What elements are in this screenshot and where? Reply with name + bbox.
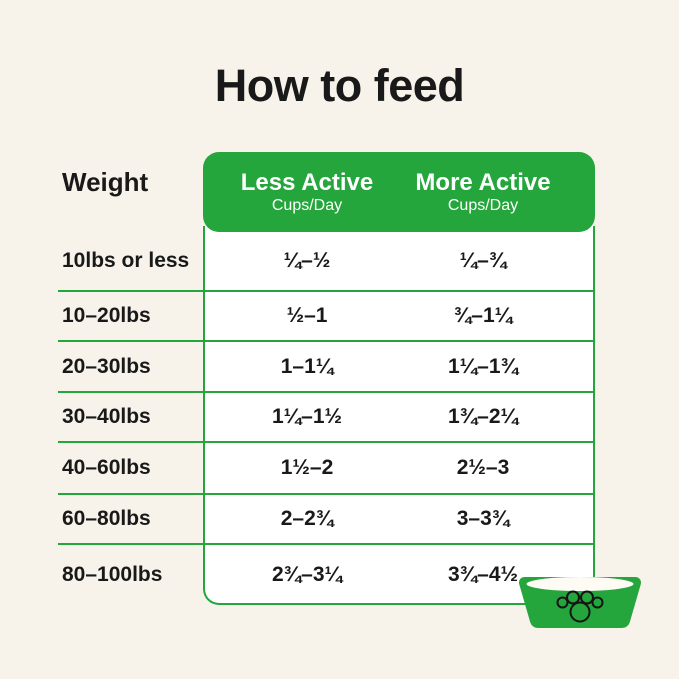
value-cells: 2¾–3¼ 3¾–4½ [203, 563, 595, 587]
weight-cell: 10–20lbs [62, 304, 151, 327]
value-cells: 1–1¼ 1¼–1¾ [203, 355, 595, 379]
more-active-value: ¾–1¼ [453, 304, 513, 327]
table-row: 40–60lbs 1½–2 2½–3 [58, 443, 595, 495]
column-sublabel: Cups/Day [447, 197, 519, 214]
more-active-value: 1¼–1¾ [447, 354, 519, 378]
value-cells: ½–1 ¾–1¼ [203, 304, 595, 328]
dog-bowl-icon [519, 577, 641, 628]
value-cells: 1¼–1½ 1¾–2¼ [203, 405, 595, 429]
less-active-value: ¼–½ [283, 249, 331, 272]
weight-cell: 10lbs or less [62, 249, 190, 272]
table-row: 10–20lbs ½–1 ¾–1¼ [58, 292, 595, 342]
less-active-value: 2–2¾ [280, 507, 334, 530]
weight-column-header: Weight [62, 167, 149, 197]
table-row: 60–80lbs 2–2¾ 3–3¾ [58, 495, 595, 545]
more-active-value: 3–3¾ [456, 507, 510, 530]
value-cells: ¼–½ ¼–¾ [203, 249, 595, 273]
weight-cell: 60–80lbs [62, 507, 151, 530]
page-title: How to feed [214, 60, 465, 111]
more-active-value: 1¾–2¼ [447, 405, 519, 428]
table-header: Less Active Cups/Day More Active Cups/Da… [203, 152, 595, 232]
more-active-value: ¼–¾ [459, 249, 507, 272]
less-active-value: 1½–2 [280, 456, 334, 479]
less-active-value: 2¾–3¼ [271, 563, 343, 586]
table-body-background [203, 226, 595, 605]
less-active-value: 1¼–1½ [271, 405, 343, 428]
table-row: 20–30lbs 1–1¼ 1¼–1¾ [58, 342, 595, 393]
column-header-more-active: More Active Cups/Day [395, 170, 571, 216]
column-label: More Active [415, 169, 551, 196]
value-cells: 2–2¾ 3–3¾ [203, 507, 595, 531]
paw-print-icon [556, 590, 604, 623]
feeding-table: 10lbs or less ¼–½ ¼–¾ 10–20lbs ½–1 ¾–1¼ … [58, 232, 595, 605]
more-active-value: 2½–3 [456, 456, 510, 479]
weight-cell: 80–100lbs [62, 563, 163, 586]
column-sublabel: Cups/Day [271, 197, 343, 214]
column-header-less-active: Less Active Cups/Day [219, 170, 395, 216]
weight-cell: 40–60lbs [62, 456, 151, 479]
table-row: 10lbs or less ¼–½ ¼–¾ [58, 232, 595, 292]
bowl-rim [526, 577, 634, 591]
more-active-value: 3¾–4½ [447, 563, 519, 586]
table-row: 80–100lbs 2¾–3¼ 3¾–4½ [58, 545, 595, 605]
column-label: Less Active [240, 169, 374, 196]
weight-cell: 20–30lbs [62, 354, 151, 378]
less-active-value: 1–1¼ [280, 354, 334, 378]
less-active-value: ½–1 [286, 304, 328, 327]
weight-cell: 30–40lbs [62, 405, 151, 428]
value-cells: 1½–2 2½–3 [203, 456, 595, 480]
table-row: 30–40lbs 1¼–1½ 1¾–2¼ [58, 393, 595, 443]
